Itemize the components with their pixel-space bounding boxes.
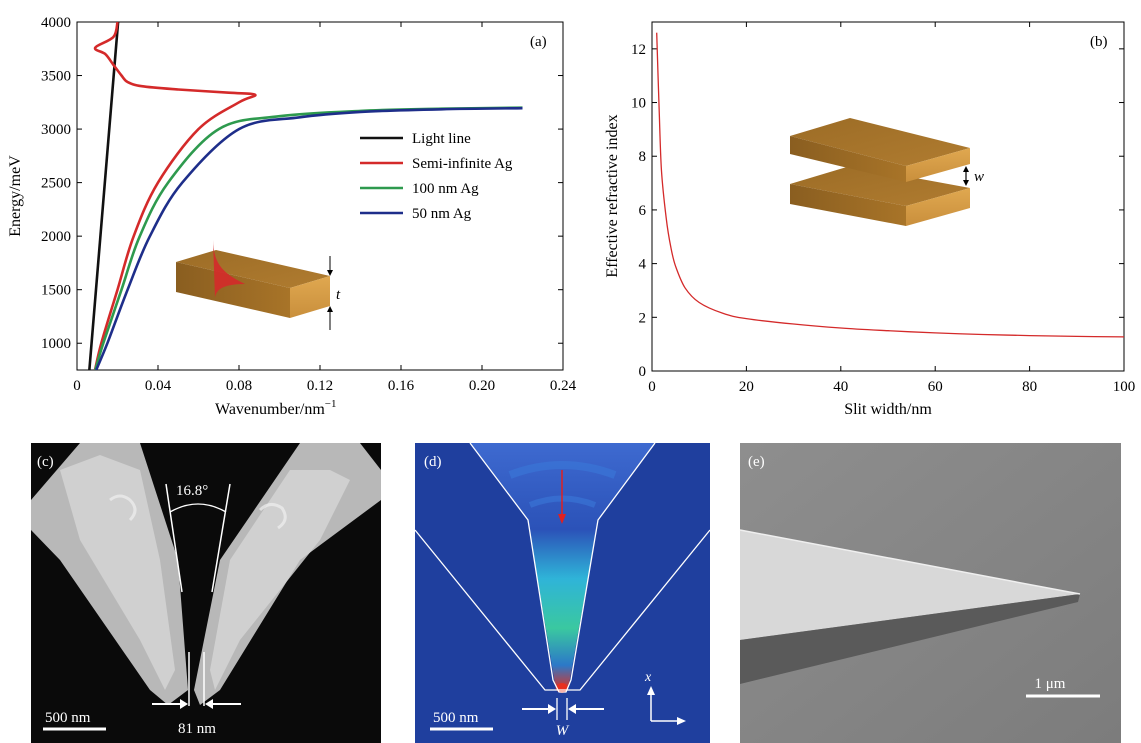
x-tick-label: 20 (739, 379, 754, 395)
panel-a-chart: 0 0.04 0.08 0.12 0.16 0.20 0.24 1000 1500 2000 250… (7, 15, 577, 418)
y-tick-label: 3000 (41, 122, 71, 138)
slit-inset-b: w (790, 118, 984, 226)
thickness-label: t (336, 287, 341, 303)
x-tick-label: 0.20 (469, 378, 495, 394)
y-tick-label: 12 (631, 42, 646, 58)
scale-text-d: 500 nm (433, 710, 479, 726)
gap-label: 81 nm (178, 721, 216, 737)
y-tick-label: 2500 (41, 176, 71, 192)
panel-b-frame (651, 21, 1125, 372)
image-e: 1 μm (e) (739, 443, 1121, 743)
y-tick-label: 8 (639, 149, 647, 165)
x-tick-label: 0 (73, 378, 81, 394)
y-tick-label: 1000 (41, 336, 71, 352)
x-tick-label: 100 (1113, 379, 1136, 395)
x-tick-label: 0.16 (388, 378, 415, 394)
y-tick-label: 2000 (41, 229, 71, 245)
panel-a-ticks: 0 0.04 0.08 0.12 0.16 0.20 0.24 1000 1500 2000 250… (41, 15, 577, 394)
series-line-light-line (88, 22, 120, 370)
x-tick-label: 60 (928, 379, 943, 395)
x-tick-label: 40 (833, 379, 848, 395)
image-d-label: (d) (424, 454, 442, 470)
y-tick-label: 2 (639, 310, 647, 326)
panel-a-legend: Light line Semi-infinite Ag 100 nm Ag 50 nm… (360, 131, 513, 222)
legend-label: 50 nm Ag (412, 206, 472, 222)
y-tick-label: 4 (639, 257, 647, 273)
legend-label: Light line (412, 131, 471, 147)
legend-label: 100 nm Ag (412, 181, 479, 197)
series-line-semi-infinite-ag (93, 22, 257, 370)
slab-inset-a: t (176, 240, 341, 330)
y-tick-label: 4000 (41, 15, 71, 31)
x-tick-label: 0.12 (307, 378, 333, 394)
legend-label: Semi-infinite Ag (412, 156, 513, 172)
image-e-label: (e) (748, 454, 765, 470)
gap-symbol-d: W (556, 723, 570, 739)
panel-b-series (656, 32, 1124, 338)
x-tick-label: 0 (648, 379, 656, 395)
panel-a-ylabel: Energy/meV (7, 155, 24, 237)
x-tick-label: 0.24 (550, 378, 577, 394)
y-tick-label: 0 (639, 364, 647, 380)
x-tick-label: 80 (1022, 379, 1037, 395)
panel-a-xlabel-sup: −1 (325, 398, 337, 410)
y-tick-label: 10 (631, 96, 646, 112)
panel-a-series (88, 22, 523, 370)
slit-width-label: w (974, 169, 984, 185)
field-decay-shape (213, 240, 245, 298)
y-tick-label: 3500 (41, 69, 71, 85)
scale-text-e: 1 μm (1035, 676, 1066, 692)
y-tick-label: 1500 (41, 283, 71, 299)
panel-b-label: (b) (1090, 34, 1108, 50)
scale-text-c: 500 nm (45, 710, 91, 726)
image-d: W 500 nm x (d) (414, 442, 711, 743)
panel-a-xlabel: Wavenumber/nm−1 (215, 398, 337, 418)
x-tick-label: 0.04 (145, 378, 172, 394)
image-c-label: (c) (37, 454, 54, 470)
series-line-curve (656, 32, 1124, 338)
angle-label: 16.8° (176, 483, 208, 499)
series-line-100-nm-ag (93, 106, 523, 370)
panel-b-ylabel: Effective refractive index (604, 114, 621, 277)
panel-b-xlabel: Slit width/nm (844, 401, 932, 418)
panel-a-label: (a) (530, 34, 547, 50)
x-tick-label: 0.08 (226, 378, 252, 394)
y-tick-label: 6 (639, 203, 647, 219)
series-line-50-nm-ag (95, 106, 523, 370)
image-c: 16.8° 81 nm 500 nm (c) (31, 443, 381, 743)
panel-b-ticks: 0 20 40 60 80 100 0 2 4 6 8 10 12 (631, 22, 1135, 395)
panel-a-xlabel-text: Wavenumber/nm (215, 401, 325, 418)
axis-x-label-d: x (644, 670, 652, 685)
